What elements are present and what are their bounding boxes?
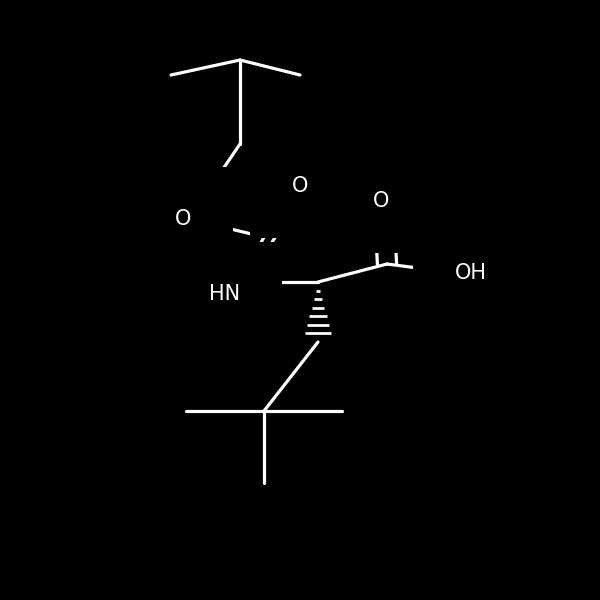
- Text: HN: HN: [209, 284, 241, 304]
- Text: O: O: [175, 209, 191, 229]
- Text: O: O: [373, 191, 389, 211]
- Text: OH: OH: [455, 263, 487, 283]
- Text: O: O: [292, 176, 308, 196]
